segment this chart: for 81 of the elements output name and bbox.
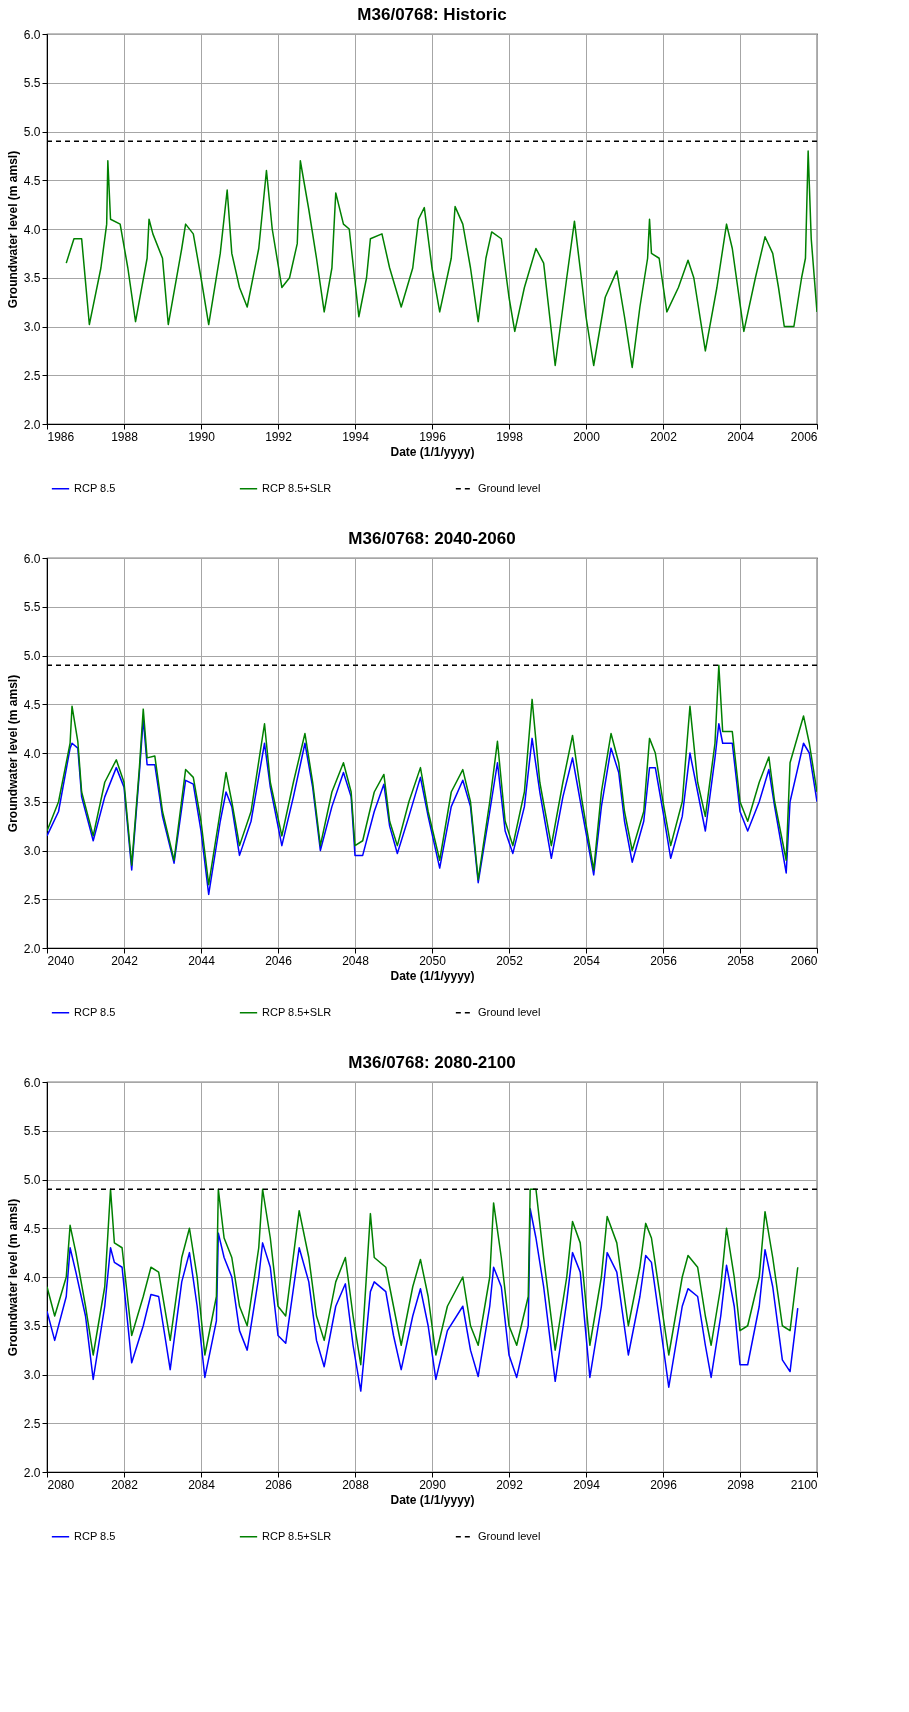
legend-label: RCP 8.5 — [74, 1529, 116, 1542]
x-tick-label: 1998 — [496, 429, 524, 444]
y-tick-label: 5.0 — [23, 649, 41, 663]
x-tick-label: 2042 — [111, 953, 139, 968]
x-tick-label: 2080 — [47, 1477, 75, 1492]
y-tick-label: 5.0 — [23, 125, 41, 139]
y-tick-label: 4.5 — [23, 173, 41, 188]
y-tick-label: 6.0 — [23, 551, 41, 566]
y-axis-title: Groundwater level (m amsl) — [5, 1198, 20, 1357]
y-tick-label: 4.0 — [23, 746, 41, 761]
y-tick-label: 3.0 — [23, 844, 41, 858]
line-series — [47, 1188, 799, 1366]
x-tick-label: 2046 — [265, 953, 293, 968]
x-tick-label: 2060 — [790, 953, 818, 968]
x-tick-label: 2098 — [727, 1477, 755, 1492]
y-tick-label: 2.0 — [23, 417, 41, 432]
x-tick-label: 1988 — [111, 429, 139, 444]
x-tick-label: 2000 — [573, 429, 601, 444]
y-tick-label: 3.5 — [23, 271, 41, 286]
x-tick-label: 2092 — [496, 1477, 524, 1492]
y-tick-label: 2.5 — [23, 892, 41, 907]
x-tick-label: 1986 — [47, 429, 75, 444]
x-tick-label: 2052 — [496, 953, 524, 968]
y-axis-title: Groundwater level (m amsl) — [5, 674, 20, 833]
x-tick-label: 2040 — [47, 953, 75, 968]
legend-label: RCP 8.5 — [74, 1005, 116, 1018]
x-tick-label: 1996 — [419, 429, 447, 444]
y-tick-label: 2.5 — [23, 1416, 41, 1431]
y-tick-label: 3.5 — [23, 795, 41, 810]
x-tick-label: 2048 — [342, 953, 370, 968]
x-tick-label: 2100 — [790, 1477, 818, 1492]
y-tick-label: 2.0 — [23, 1465, 41, 1480]
y-tick-label: 5.5 — [23, 76, 41, 91]
chart-title: M36/0768: 2080-2100 — [348, 1053, 516, 1072]
y-tick-label: 6.0 — [23, 27, 41, 42]
y-tick-label: 4.5 — [23, 1221, 41, 1236]
y-tick-label: 4.5 — [23, 697, 41, 712]
line-series — [47, 664, 817, 886]
chart-title: M36/0768: Historic — [357, 5, 507, 24]
y-tick-label: 5.5 — [23, 1124, 41, 1139]
legend-label: Ground level — [478, 1005, 541, 1018]
y-tick-label: 3.0 — [23, 320, 41, 334]
y-tick-label: 4.0 — [23, 1270, 41, 1285]
x-tick-label: 2044 — [188, 953, 216, 968]
x-tick-label: 2054 — [573, 953, 601, 968]
x-tick-label: 2088 — [342, 1477, 370, 1492]
x-tick-label: 2090 — [419, 1477, 447, 1492]
x-tick-label: 2084 — [188, 1477, 216, 1492]
x-tick-label: 2094 — [573, 1477, 601, 1492]
legend-label: Ground level — [478, 481, 541, 494]
chart-title: M36/0768: 2040-2060 — [348, 529, 516, 548]
y-tick-label: 3.0 — [23, 1368, 41, 1382]
x-tick-label: 2050 — [419, 953, 447, 968]
x-tick-label: 2058 — [727, 953, 755, 968]
x-tick-label: 1990 — [188, 429, 216, 444]
x-tick-label: 2004 — [727, 429, 755, 444]
x-tick-label: 2006 — [790, 429, 818, 444]
x-tick-label: 2082 — [111, 1477, 139, 1492]
x-tick-label: 1994 — [342, 429, 370, 444]
y-tick-label: 3.5 — [23, 1319, 41, 1334]
y-tick-label: 2.0 — [23, 941, 41, 956]
legend-label: RCP 8.5+SLR — [262, 1529, 332, 1542]
y-tick-label: 2.5 — [23, 368, 41, 383]
y-tick-label: 5.5 — [23, 600, 41, 615]
x-tick-label: 2056 — [650, 953, 678, 968]
x-axis-title: Date (1/1/yyyy) — [390, 968, 475, 983]
legend-label: RCP 8.5+SLR — [262, 481, 332, 494]
x-tick-label: 2096 — [650, 1477, 678, 1492]
y-tick-label: 4.0 — [23, 222, 41, 237]
y-tick-label: 6.0 — [23, 1075, 41, 1090]
line-series — [65, 150, 817, 369]
x-tick-label: 1992 — [265, 429, 293, 444]
legend-label: RCP 8.5 — [74, 481, 116, 494]
legend-label: RCP 8.5+SLR — [262, 1005, 332, 1018]
y-axis-title: Groundwater level (m amsl) — [5, 150, 20, 309]
x-axis-title: Date (1/1/yyyy) — [390, 444, 475, 459]
y-tick-label: 5.0 — [23, 1173, 41, 1187]
legend-label: Ground level — [478, 1529, 541, 1542]
x-axis-title: Date (1/1/yyyy) — [390, 1492, 475, 1507]
x-tick-label: 2086 — [265, 1477, 293, 1492]
x-tick-label: 2002 — [650, 429, 678, 444]
